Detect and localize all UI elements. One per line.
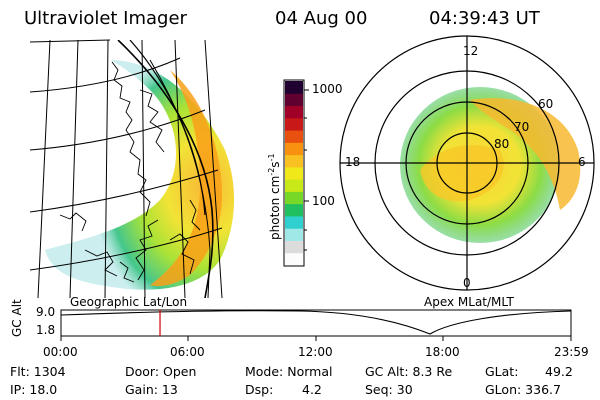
colorbar-swatch <box>285 154 303 168</box>
mlt-label-12: 12 <box>463 44 479 58</box>
colorbar-swatch <box>285 191 303 205</box>
lat-label-60: 60 <box>538 97 554 111</box>
geographic-panel-label: Geographic Lat/Lon <box>70 295 188 309</box>
altitude-curve <box>60 310 572 335</box>
dsp-label: Dsp: <box>245 382 274 397</box>
altitude-ylabel: GC Alt <box>10 299 24 337</box>
flight-number: Flt: 1304 <box>10 364 66 379</box>
colorbar-swatch <box>285 166 303 180</box>
colorbar-swatch <box>285 130 303 143</box>
parallel-lines <box>30 57 223 271</box>
instrument-title: Ultraviolet Imager <box>24 8 187 29</box>
aurora-arc-left <box>150 70 223 287</box>
altitude-xtick-6: 06:00 <box>170 345 205 359</box>
colorbar-swatch <box>285 252 303 266</box>
dsp-value: 4.2 <box>302 382 322 397</box>
colorbar-swatch <box>285 179 303 192</box>
colorbar-swatch <box>285 240 303 254</box>
colorbar-swatch <box>285 81 303 94</box>
altitude-plot <box>60 309 572 341</box>
date-label: 04 Aug 00 <box>275 8 368 29</box>
colorbar-swatch <box>285 105 303 119</box>
colorbar-tick-1000: 1000 <box>312 82 343 96</box>
colorbar-swatch <box>285 142 303 156</box>
altitude-ytick-1-8: 1.8 <box>36 323 56 337</box>
ip-value: IP: 18.0 <box>10 382 58 397</box>
sequence-number: Seq: 30 <box>365 382 413 397</box>
polar-plot <box>339 35 595 291</box>
mlt-label-18: 18 <box>345 155 361 169</box>
colorbar-swatch <box>285 93 303 107</box>
lat-label-80: 80 <box>494 137 510 151</box>
gc-altitude: GC Alt: 8.3 Re <box>365 364 453 379</box>
door-status: Door: Open <box>125 364 197 379</box>
geographic-map <box>30 40 235 298</box>
colorbar-unit-label: photon cm-2s-1 <box>267 153 282 240</box>
altitude-xtick-end: 23:59 <box>554 345 589 359</box>
glon-value: GLon: 336.7 <box>485 382 561 397</box>
time-label: 04:39:43 UT <box>429 8 540 29</box>
altitude-xtick-12: 12:00 <box>298 345 333 359</box>
aurora-arc-right <box>470 98 581 210</box>
mode-value: Mode: Normal <box>245 364 333 379</box>
coastlines <box>59 61 201 283</box>
earth-limb <box>117 40 214 298</box>
apex-panel-label: Apex MLat/MLT <box>424 295 514 309</box>
glat-label: GLat: <box>485 364 519 379</box>
altitude-ytick-9: 9.0 <box>36 305 56 319</box>
gain-value: Gain: 13 <box>125 382 178 397</box>
mlt-label-0: 0 <box>463 276 471 290</box>
mlt-label-6: 6 <box>578 155 586 169</box>
colorbar-swatch <box>285 117 303 131</box>
lat-label-70: 70 <box>514 120 530 134</box>
glat-value: 49.2 <box>545 364 573 379</box>
altitude-xtick-18: 18:00 <box>425 345 460 359</box>
colorbar <box>283 79 309 267</box>
colorbar-swatch <box>285 215 303 229</box>
colorbar-swatch <box>285 228 303 241</box>
altitude-xtick-0: 00:00 <box>43 345 78 359</box>
colorbar-tick-100: 100 <box>312 194 335 208</box>
colorbar-swatch <box>285 203 303 217</box>
